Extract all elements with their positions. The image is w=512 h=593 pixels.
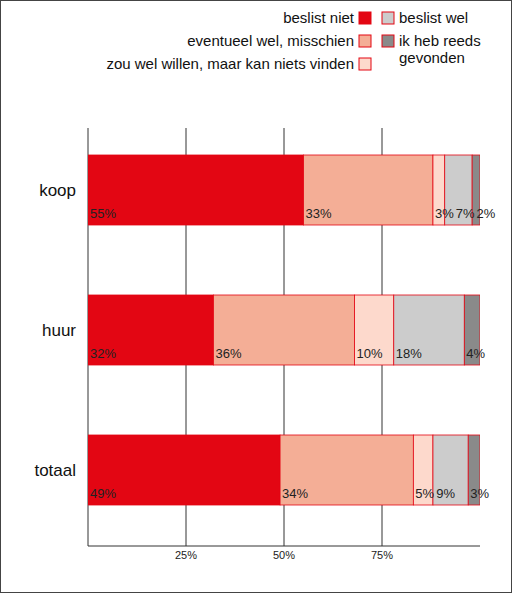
- data-label: 55%: [90, 206, 116, 221]
- x-axis: [88, 546, 480, 547]
- bar-segment: [355, 295, 394, 365]
- tick-label: 75%: [371, 549, 393, 561]
- data-label: 10%: [357, 346, 383, 361]
- bar-segment: [213, 295, 354, 365]
- legend-swatch: [382, 12, 394, 24]
- legend-swatch: [359, 35, 371, 47]
- data-label: 3%: [435, 206, 454, 221]
- data-labels: 55%33%3%7%2%32%36%10%18%4%49%34%5%9%3%: [90, 206, 496, 501]
- data-label: 36%: [215, 346, 241, 361]
- bar-segment: [433, 435, 468, 505]
- tick-label: 25%: [175, 549, 197, 561]
- data-label: 32%: [90, 346, 116, 361]
- bars: [88, 155, 480, 505]
- chart: 25%50%75%55%33%3%7%2%32%36%10%18%4%49%34…: [0, 0, 512, 593]
- data-label: 33%: [306, 206, 332, 221]
- data-label: 9%: [436, 486, 455, 501]
- legend: beslist niet eventueel wel, misschien zou …: [106, 9, 480, 72]
- legend-label: beslist wel: [399, 9, 468, 26]
- legend-swatch: [382, 35, 394, 47]
- category-label: huur: [42, 321, 76, 340]
- bar-segment: [88, 435, 280, 505]
- data-label: 5%: [415, 486, 434, 501]
- legend-label: eventueel wel, misschien: [187, 32, 354, 49]
- legend-label-line: ik heb reeds: [399, 32, 481, 49]
- data-label: 3%: [470, 486, 489, 501]
- data-label: 4%: [466, 346, 485, 361]
- category-label: koop: [39, 181, 76, 200]
- data-label: 18%: [396, 346, 422, 361]
- category-label: totaal: [34, 461, 76, 480]
- bar-segment: [394, 295, 465, 365]
- data-label: 49%: [90, 486, 116, 501]
- tick-label: 50%: [273, 549, 295, 561]
- background: [1, 1, 512, 593]
- legend-label-line: gevonden: [399, 49, 465, 66]
- data-label: 2%: [477, 206, 496, 221]
- legend-swatch: [359, 58, 371, 70]
- legend-swatch: [359, 12, 371, 24]
- bar-segment: [280, 435, 413, 505]
- legend-label: ik heb reedsgevonden: [399, 32, 481, 66]
- bar-segment: [88, 155, 304, 225]
- data-label: 7%: [456, 206, 475, 221]
- bar-segment: [88, 295, 213, 365]
- legend-label: beslist niet: [283, 9, 355, 26]
- legend-label: zou wel willen, maar kan niets vinden: [106, 55, 354, 72]
- data-label: 34%: [282, 486, 308, 501]
- bar-segment: [304, 155, 433, 225]
